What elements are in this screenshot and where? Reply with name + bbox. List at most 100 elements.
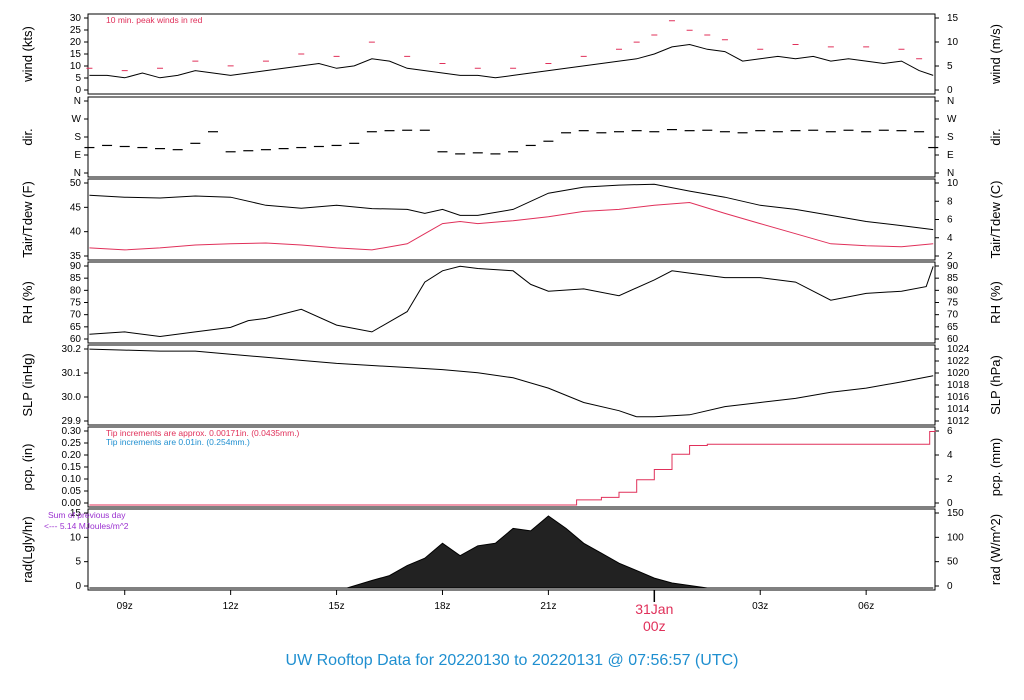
rh-ytick-label: 60	[70, 334, 82, 345]
slp-ytick-right-label: 1014	[947, 404, 970, 415]
dir-ytick-right-label: S	[947, 132, 954, 143]
pcp-ytick-label: 0.25	[62, 438, 82, 449]
temp-tair-line	[89, 183, 934, 231]
pcp-ylabel-right: pcp. (mm)	[988, 438, 1003, 497]
rad-ylabel-right: rad (W/m^2)	[988, 514, 1003, 585]
rh-ytick-right-label: 65	[947, 322, 959, 333]
temp-ytick-label: 35	[70, 251, 82, 262]
x-tick-label: 09z	[117, 601, 133, 612]
wind-ytick-label: 30	[70, 13, 82, 24]
pcp-annotation: Tip increments are 0.01in. (0.254mm.)	[106, 437, 250, 447]
rh-ytick-label: 85	[70, 273, 82, 284]
dir-ytick-label: N	[74, 96, 81, 107]
rh-ytick-right-label: 80	[947, 285, 959, 296]
rh-ytick-label: 70	[70, 310, 82, 321]
wind-frame	[87, 13, 936, 95]
temp-ytick-right-label: 4	[947, 233, 953, 244]
temp-ylabel: Tair/Tdew (F)	[20, 181, 35, 258]
rad-radiation-area	[89, 515, 934, 589]
x-tick-label: 21z	[540, 601, 556, 612]
wind-ytick-label: 25	[70, 25, 82, 36]
slp-ytick-right-label: 1016	[947, 392, 970, 403]
temp-ylabel-right: Tair/Tdew (C)	[988, 180, 1003, 258]
rad-ytick-right-label: 100	[947, 532, 964, 543]
pcp-ytick-label: 0.15	[62, 462, 82, 473]
slp-slp-line	[89, 348, 934, 418]
rh-ytick-right-label: 75	[947, 298, 959, 309]
rh-ytick-label: 90	[70, 261, 82, 272]
rad-ytick-label: 15	[70, 508, 82, 519]
rad-sum-note: Sum of previous day	[48, 510, 126, 520]
wind-ytick-label: 5	[75, 73, 81, 84]
rh-rh-line	[89, 265, 934, 338]
temp-frame	[87, 178, 936, 261]
dir-ytick-label: E	[74, 150, 81, 161]
pcp-ytick-right-label: 4	[947, 450, 953, 461]
pcp-ytick-label: 0.30	[62, 426, 82, 437]
rad-ytick-right-label: 0	[947, 581, 953, 592]
rad-sum-note: <--- 5.14 MJoules/m^2	[44, 521, 129, 531]
wind-ytick-label: 10	[70, 61, 82, 72]
dir-ytick-label: W	[72, 114, 82, 125]
rh-ylabel-right: RH (%)	[988, 281, 1003, 324]
rad-ytick-right-label: 50	[947, 557, 959, 568]
slp-ytick-right-label: 1020	[947, 368, 970, 379]
dir-ytick-right-label: N	[947, 168, 954, 179]
wind-ytick-right-label: 5	[947, 61, 953, 72]
pcp-ytick-right-label: 2	[947, 474, 953, 485]
wind-annotation: 10 min. peak winds in red	[106, 15, 203, 25]
slp-ylabel-right: SLP (hPa)	[988, 355, 1003, 415]
slp-ytick-label: 30.2	[62, 344, 82, 355]
temp-ytick-label: 45	[70, 202, 82, 213]
pcp-ytick-right-label: 6	[947, 426, 953, 437]
dir-ytick-label: N	[74, 168, 81, 179]
temp-ytick-right-label: 6	[947, 215, 953, 226]
rh-ytick-right-label: 70	[947, 310, 959, 321]
rad-frame	[87, 508, 936, 591]
x-tick-label: 06z	[858, 601, 874, 612]
temp-ytick-label: 40	[70, 227, 82, 238]
rh-ylabel: RH (%)	[20, 281, 35, 324]
rh-ytick-label: 65	[70, 322, 82, 333]
wind-ytick-right-label: 10	[947, 37, 959, 48]
dir-frame	[87, 96, 936, 178]
temp-ytick-right-label: 10	[947, 178, 959, 189]
temp-tdew-line	[89, 201, 934, 251]
pcp-ytick-label: 0.05	[62, 486, 82, 497]
wind-sustained-line	[89, 43, 934, 79]
temp-ytick-label: 50	[70, 178, 82, 189]
slp-ytick-label: 30.0	[62, 392, 82, 403]
rad-ytick-label: 10	[70, 532, 82, 543]
x-tick-label: 15z	[328, 601, 344, 612]
rh-ytick-label: 80	[70, 285, 82, 296]
slp-ytick-label: 29.9	[62, 416, 82, 427]
rh-ytick-label: 75	[70, 298, 82, 309]
x-tick-label: 18z	[434, 601, 450, 612]
rh-ytick-right-label: 85	[947, 273, 959, 284]
x-tick-label: 12z	[223, 601, 239, 612]
wind-ytick-label: 15	[70, 49, 82, 60]
dir-ylabel-right: dir.	[988, 128, 1003, 145]
slp-ytick-right-label: 1024	[947, 344, 970, 355]
panel-slp: 29.9 30.0 30.1 30.2 101210141016101810201022…	[20, 344, 1003, 427]
pcp-ytick-label: 0.20	[62, 450, 82, 461]
wind-ytick-right-label: 15	[947, 13, 959, 24]
panel-temp: 35 40 45 50 2 4 6 8 10 Tair/Tdew (F) Tair/Tdew (C)	[20, 178, 1003, 262]
rh-ytick-right-label: 90	[947, 261, 959, 272]
wind-ylabel-right: wind (m/s)	[988, 24, 1003, 85]
wind-ytick-right-label: 0	[947, 85, 953, 96]
wind-ytick-label: 20	[70, 37, 82, 48]
day-marker-time: 00z	[643, 618, 666, 634]
dir-ytick-right-label: N	[947, 96, 954, 107]
wind-ytick-label: 0	[75, 85, 81, 96]
pcp-precip-line	[89, 430, 936, 506]
dir-ytick-right-label: E	[947, 150, 954, 161]
slp-frame	[87, 344, 936, 426]
pcp-ylabel: pcp. (in)	[20, 444, 35, 491]
slp-ytick-label: 30.1	[62, 368, 82, 379]
